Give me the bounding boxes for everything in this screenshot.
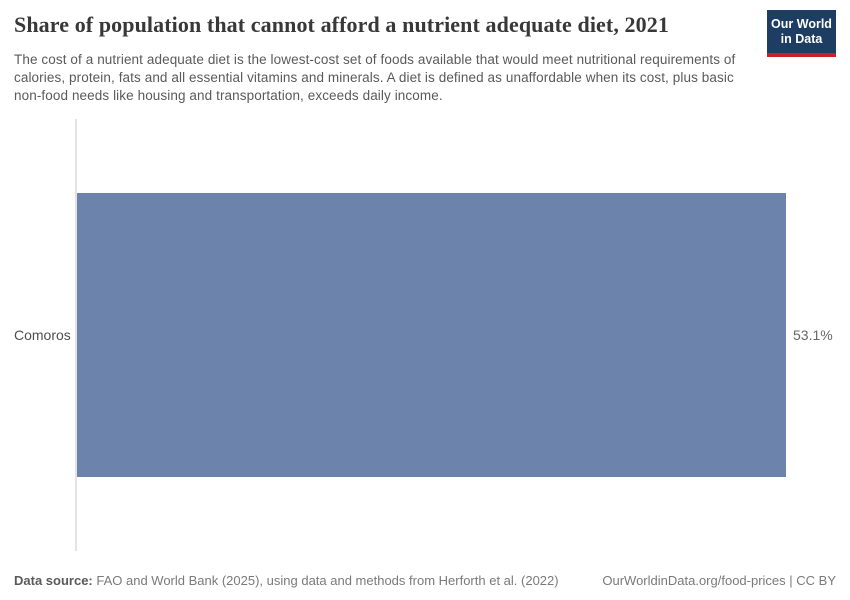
owid-logo-line2: in Data	[780, 31, 823, 46]
footer: Data source: FAO and World Bank (2025), …	[14, 573, 836, 588]
footer-license-link[interactable]: OurWorldinData.org/food-prices | CC BY	[602, 573, 836, 588]
entity-label: Comoros	[14, 327, 71, 343]
owid-logo-line1: Our World	[771, 17, 832, 31]
footer-source: Data source: FAO and World Bank (2025), …	[14, 573, 559, 588]
source-text: FAO and World Bank (2025), using data an…	[92, 573, 559, 588]
owid-logo[interactable]: Our World in Data	[767, 10, 836, 57]
chart-subtitle: The cost of a nutrient adequate diet is …	[14, 52, 736, 103]
source-label: Data source:	[14, 573, 93, 588]
bar-row: Comoros 53.1%	[14, 193, 836, 477]
bar[interactable]	[77, 193, 786, 477]
chart-area: Comoros 53.1%	[14, 119, 836, 551]
page-title: Share of population that cannot afford a…	[14, 12, 669, 37]
value-label: 53.1%	[793, 327, 833, 343]
y-axis-line	[75, 119, 77, 551]
